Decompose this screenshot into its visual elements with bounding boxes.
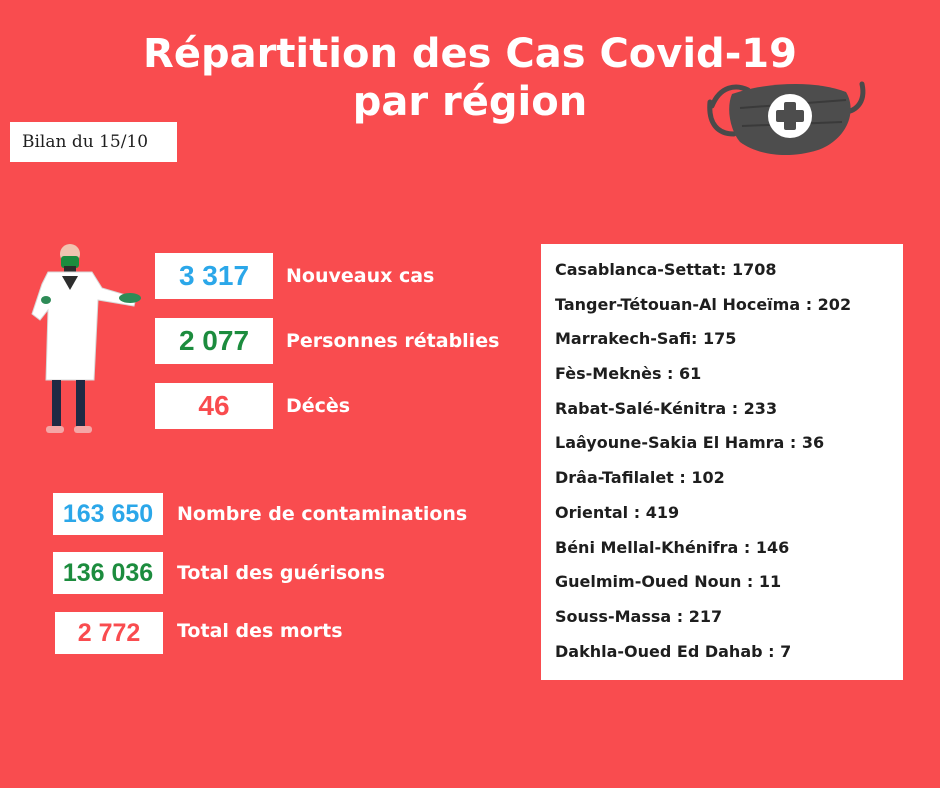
- recovered-label: Personnes rétablies: [286, 330, 500, 352]
- region-row: Casablanca-Settat: 1708: [555, 260, 777, 279]
- doctor-illustration-icon: [31, 244, 141, 433]
- page-title: Répartition des Cas Covid-19 par région: [0, 30, 940, 126]
- title-line-2: par région: [352, 79, 588, 125]
- date-badge: Bilan du 15/10: [0, 122, 177, 162]
- total-contaminations-label: Nombre de contaminations: [177, 503, 468, 525]
- region-row: Rabat-Salé-Kénitra : 233: [555, 398, 778, 418]
- region-row: Drâa-Tafilalet : 102: [555, 468, 725, 488]
- region-row: Marrakech-Safi: 175: [555, 329, 737, 349]
- region-row: Laâyoune-Sakia El Hamra : 36: [555, 433, 825, 453]
- region-row: Fès-Meknès : 61: [555, 364, 702, 384]
- region-row: Tanger-Tétouan-Al Hoceïma : 202: [555, 294, 852, 314]
- region-row: Dakhla-Oued Ed Dahab : 7: [555, 641, 792, 661]
- total-deaths-value: 2 772: [55, 612, 163, 654]
- total-deaths-label: Total des morts: [177, 620, 343, 642]
- region-row: Guelmim-Oued Noun : 11: [555, 572, 782, 592]
- region-row: Souss-Massa : 217: [555, 606, 723, 626]
- regions-panel: Casablanca-Settat: 1708 Tanger-Tétouan-A…: [541, 244, 903, 680]
- region-row: Béni Mellal-Khénifra : 146: [555, 537, 790, 557]
- total-recoveries-value: 136 036: [53, 552, 163, 594]
- region-row: Oriental : 419: [555, 502, 680, 522]
- total-contaminations-value: 163 650: [53, 493, 163, 535]
- new-cases-value: 3 317: [155, 253, 273, 299]
- deaths-value: 46: [155, 383, 273, 429]
- total-recoveries-label: Total des guérisons: [177, 562, 386, 584]
- new-cases-label: Nouveaux cas: [286, 265, 435, 287]
- recovered-value: 2 077: [155, 318, 273, 364]
- title-line-1: Répartition des Cas Covid-19: [143, 31, 797, 77]
- face-mask-medical-cross-icon: [707, 81, 866, 156]
- deaths-label: Décès: [286, 395, 351, 417]
